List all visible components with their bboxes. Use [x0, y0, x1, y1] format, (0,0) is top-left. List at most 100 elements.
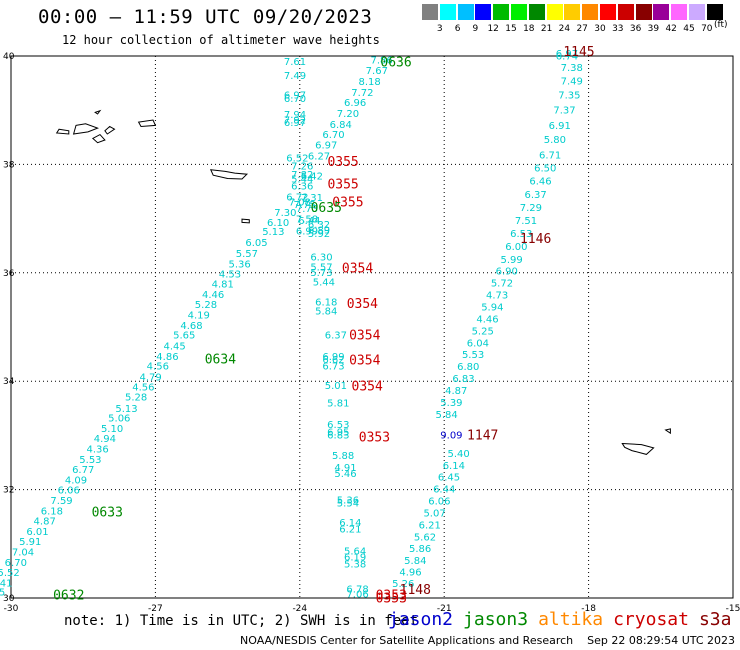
color-swatch: [528, 4, 545, 20]
island-outline: [209, 169, 249, 180]
swh-value: 6.70: [284, 94, 306, 105]
pass-time-s3a: 1146: [520, 232, 551, 247]
swh-value: 6.91: [549, 121, 571, 132]
color-swatch: [689, 4, 705, 20]
swh-value: 5.84: [404, 556, 426, 567]
color-scale-label: 42: [665, 24, 677, 34]
swh-value: 4.56: [132, 383, 154, 394]
swh-value: 6.00: [505, 242, 527, 253]
swh-value: 6.14: [443, 461, 465, 472]
x-tick-label: -30: [4, 604, 19, 614]
color-scale-label: 9: [472, 24, 479, 34]
color-scale-label: 33: [612, 24, 624, 34]
swh-value: 4.19: [188, 311, 210, 322]
pass-time-cryosat: 0355: [332, 195, 363, 210]
page-title: 00:00 – 11:59 UTC 09/20/2023: [38, 6, 373, 28]
island-outline: [94, 109, 102, 115]
swh-value: 7.49: [561, 76, 583, 87]
pass-time-jason3: 0635: [311, 201, 342, 216]
island-outline: [241, 218, 250, 224]
swh-value: 7.08: [289, 197, 311, 208]
swh-value: 5.46: [334, 469, 356, 480]
color-swatch: [493, 4, 510, 20]
swh-value: 5.73: [310, 268, 332, 279]
wave-height-values: 7.617.496.976.707.947.926.976.527.267.82…: [0, 49, 583, 601]
pass-time-cryosat: 0354: [349, 329, 380, 344]
swh-value: 7.61: [284, 57, 306, 68]
y-tick-label: 36: [3, 269, 15, 279]
color-scale-label: 36: [629, 24, 642, 34]
pass-time-jason3: 0634: [205, 353, 236, 368]
swh-value: 4.96: [399, 568, 421, 579]
swh-value: 5.53: [462, 350, 484, 361]
swh-value: 4.45: [164, 342, 186, 353]
color-swatch: [439, 4, 456, 20]
swh-value: 6.95: [327, 428, 349, 439]
x-tick-label: -24: [292, 604, 307, 614]
swh-value: 6.21: [419, 520, 441, 531]
x-tick-label: -18: [581, 604, 596, 614]
swh-value: 7.20: [337, 109, 359, 120]
swh-value: 6.71: [539, 151, 561, 162]
swh-value: 6.10: [267, 218, 289, 229]
swh-value: 6.97: [284, 91, 306, 102]
swh-value: 4.09: [65, 475, 87, 486]
swh-value: 6.62: [322, 355, 344, 366]
swh-value: 4.94: [94, 434, 116, 445]
swh-value: 4.87: [34, 517, 56, 528]
color-scale-label: 12: [487, 24, 499, 34]
color-scale-units: (ft): [714, 20, 728, 30]
swh-value: 5.10: [101, 424, 123, 435]
swh-value: 5.44: [291, 175, 313, 186]
swh-value: 4.91: [334, 463, 356, 474]
swh-value: 6.36: [291, 182, 313, 193]
swh-value: 5.86: [409, 544, 431, 555]
swh-value: 7.94: [284, 110, 306, 121]
color-swatch: [706, 4, 723, 20]
swh-value: 4.87: [445, 386, 467, 397]
pass-time-cryosat: 0354: [349, 354, 380, 369]
pass-time-jason3: 0636: [380, 56, 411, 71]
island-outline: [137, 119, 157, 128]
swh-value: 7.29: [520, 203, 542, 214]
swh-value: 5.44: [313, 278, 335, 289]
color-scale-label: 45: [683, 24, 695, 34]
swh-value: 5.36: [229, 260, 251, 271]
color-swatch: [564, 4, 581, 20]
pass-time-s3a: 1147: [467, 428, 498, 443]
swh-value: 6.99: [296, 227, 318, 238]
y-tick-label: 34: [3, 377, 15, 387]
swh-value: 5.72: [491, 279, 513, 290]
color-swatch: [546, 4, 563, 20]
swh-value: 5.84: [315, 306, 337, 317]
swh-value: 4.68: [180, 321, 202, 332]
swh-value: 6.04: [467, 338, 489, 349]
swh-value: 7.67: [366, 66, 388, 77]
color-scale-label: 24: [558, 24, 571, 34]
swh-value: 7.86: [370, 55, 392, 66]
pass-time-cryosat: 0355: [327, 177, 358, 192]
swh-value: 5.80: [544, 135, 566, 146]
swh-value: 7.58: [296, 215, 318, 226]
island-outline: [55, 128, 70, 135]
swh-value: 6.05: [245, 238, 267, 249]
swh-value: 4.56: [147, 362, 169, 373]
swh-value-jason2: 9.09: [440, 430, 462, 441]
swh-value: 6.89: [308, 226, 330, 237]
swh-value: 5.25: [472, 326, 494, 337]
swh-value: 6.78: [346, 584, 368, 595]
pass-time-cryosat: 0355: [327, 155, 358, 170]
swh-value: 6.06: [58, 486, 80, 497]
swh-value: 6.73: [322, 362, 344, 373]
swh-value: 5.88: [332, 451, 354, 462]
swh-value: 6.70: [5, 558, 27, 569]
swh-value: 5.57: [310, 262, 332, 273]
swh-value: 6.80: [457, 362, 479, 373]
swh-value: 6.01: [26, 527, 48, 538]
swh-value: 6.90: [496, 267, 518, 278]
note-text: note: 1) Time is in UTC; 2) SWH is in fe…: [64, 613, 419, 629]
swh-value: 6.44: [298, 216, 320, 227]
pass-time-jason3: 0633: [92, 505, 123, 520]
page-subtitle: 12 hour collection of altimeter wave hei…: [62, 33, 380, 47]
island-outline: [104, 125, 116, 135]
